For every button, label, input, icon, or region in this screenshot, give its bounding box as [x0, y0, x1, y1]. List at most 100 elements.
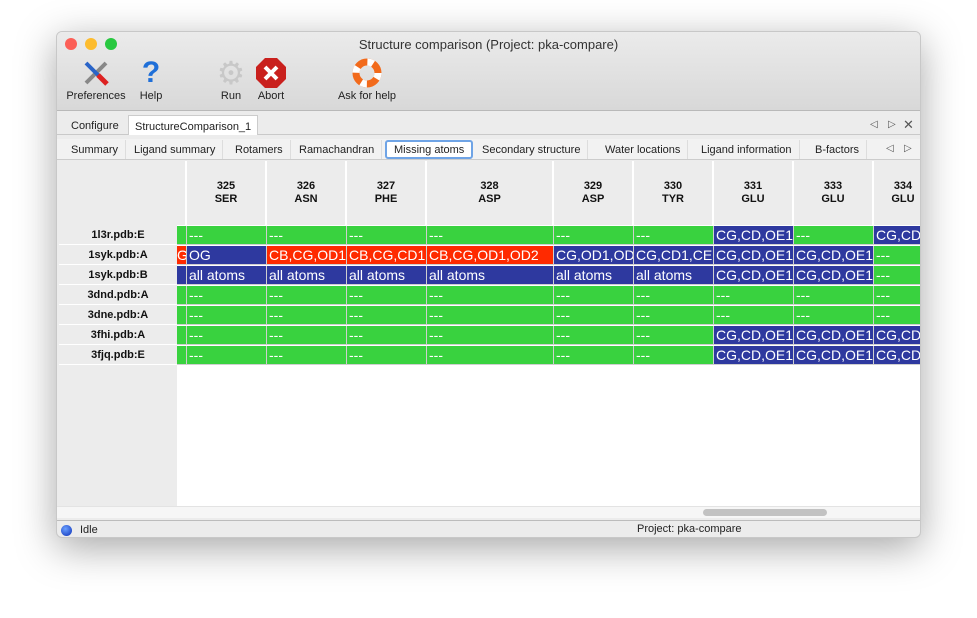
- table-cell[interactable]: ---: [427, 326, 554, 345]
- run-button[interactable]: ⚙ Run: [213, 55, 249, 102]
- table-cell[interactable]: ---: [427, 306, 554, 325]
- table-cell[interactable]: all atoms: [267, 266, 347, 285]
- ask-for-help-button[interactable]: Ask for help: [329, 56, 405, 102]
- column-header[interactable]: 333 GLU: [794, 161, 874, 225]
- table-cell[interactable]: ---: [267, 346, 347, 365]
- table-cell[interactable]: CB,CG,OD1,OD2: [427, 246, 554, 265]
- column-header[interactable]: 334 GLU: [874, 161, 920, 225]
- column-header[interactable]: 331 GLU: [714, 161, 794, 225]
- table-cell[interactable]: ---: [554, 226, 634, 245]
- tab-missing-atoms[interactable]: Missing atoms: [385, 140, 474, 159]
- tab-prev-icon[interactable]: ◁: [870, 119, 878, 130]
- column-header[interactable]: [177, 161, 187, 225]
- table-cell[interactable]: CG,CD: [874, 226, 920, 245]
- scrollbar-thumb[interactable]: [703, 509, 827, 516]
- tab-ligand-information[interactable]: Ligand information: [694, 140, 800, 159]
- table-cell[interactable]: ---: [187, 306, 267, 325]
- row-header[interactable]: 3dne.pdb:A: [59, 306, 177, 325]
- table-cell[interactable]: all atoms: [347, 266, 427, 285]
- table-cell[interactable]: ---: [714, 306, 794, 325]
- tab-b-factors[interactable]: B-factors: [808, 140, 868, 159]
- table-cell[interactable]: ---: [267, 226, 347, 245]
- table-cell[interactable]: [177, 306, 187, 325]
- table-cell[interactable]: all atoms: [187, 266, 267, 285]
- row-header[interactable]: 1syk.pdb:B: [59, 266, 177, 285]
- table-cell[interactable]: ---: [554, 306, 634, 325]
- table-cell[interactable]: ---: [714, 286, 794, 305]
- table-cell[interactable]: G: [177, 246, 187, 265]
- table-cell[interactable]: ---: [347, 306, 427, 325]
- row-header[interactable]: 1syk.pdb:A: [59, 246, 177, 265]
- row-header[interactable]: 3fhi.pdb:A: [59, 326, 177, 345]
- table-cell[interactable]: CG,CD,OE1: [794, 266, 874, 285]
- row-header[interactable]: 3dnd.pdb:A: [59, 286, 177, 305]
- table-cell[interactable]: CG,CD,OE1: [794, 246, 874, 265]
- table-cell[interactable]: ---: [874, 266, 920, 285]
- column-header[interactable]: 325 SER: [187, 161, 267, 225]
- table-cell[interactable]: ---: [347, 326, 427, 345]
- table-cell[interactable]: CG,CD,OE1: [794, 326, 874, 345]
- table-cell[interactable]: ---: [267, 286, 347, 305]
- table-cell[interactable]: ---: [874, 246, 920, 265]
- tab-structure-comparison-1[interactable]: StructureComparison_1: [128, 115, 259, 135]
- abort-button[interactable]: Abort: [251, 56, 291, 102]
- table-cell[interactable]: ---: [347, 346, 427, 365]
- table-cell[interactable]: ---: [187, 286, 267, 305]
- table-cell[interactable]: CG,CD,OE1: [794, 346, 874, 365]
- tab-ramachandran[interactable]: Ramachandran: [292, 140, 383, 159]
- table-cell[interactable]: ---: [187, 226, 267, 245]
- table-cell[interactable]: ---: [267, 306, 347, 325]
- tab-water-locations[interactable]: Water locations: [598, 140, 689, 159]
- row-header[interactable]: 1l3r.pdb:E: [59, 226, 177, 245]
- horizontal-scrollbar[interactable]: [57, 506, 920, 518]
- table-cell[interactable]: ---: [634, 346, 714, 365]
- subtab-prev-icon[interactable]: ◁: [886, 143, 894, 154]
- table-cell[interactable]: CG,CD,OE1: [714, 226, 794, 245]
- table-cell[interactable]: all atoms: [554, 266, 634, 285]
- table-cell[interactable]: all atoms: [427, 266, 554, 285]
- table-cell[interactable]: CG,CD,OE1: [714, 246, 794, 265]
- table-cell[interactable]: ---: [347, 226, 427, 245]
- help-button[interactable]: ? Help: [133, 56, 169, 102]
- table-cell[interactable]: ---: [634, 326, 714, 345]
- row-header[interactable]: 3fjq.pdb:E: [59, 346, 177, 365]
- minimize-window-button[interactable]: [85, 38, 97, 50]
- table-cell[interactable]: ---: [874, 306, 920, 325]
- tab-secondary-structure[interactable]: Secondary structure: [475, 140, 589, 159]
- zoom-window-button[interactable]: [105, 38, 117, 50]
- table-cell[interactable]: ---: [427, 226, 554, 245]
- column-header[interactable]: 330 TYR: [634, 161, 714, 225]
- table-cell[interactable]: ---: [347, 286, 427, 305]
- table-cell[interactable]: [177, 326, 187, 345]
- table-cell[interactable]: CG,CD1,CE: [634, 246, 714, 265]
- preferences-button[interactable]: Preferences: [63, 56, 129, 102]
- table-cell[interactable]: CG,OD1,OD: [554, 246, 634, 265]
- column-header[interactable]: 329 ASP: [554, 161, 634, 225]
- tab-configure[interactable]: Configure: [71, 120, 119, 132]
- table-cell[interactable]: ---: [874, 286, 920, 305]
- column-header[interactable]: 328 ASP: [427, 161, 554, 225]
- table-cell[interactable]: ---: [427, 286, 554, 305]
- table-cell[interactable]: ---: [634, 306, 714, 325]
- table-cell[interactable]: [177, 286, 187, 305]
- table-cell[interactable]: CG,CD: [874, 346, 920, 365]
- table-cell[interactable]: all atoms: [634, 266, 714, 285]
- table-cell[interactable]: ---: [187, 326, 267, 345]
- table-cell[interactable]: ---: [634, 226, 714, 245]
- table-cell[interactable]: ---: [187, 346, 267, 365]
- table-cell[interactable]: [177, 346, 187, 365]
- table-cell[interactable]: ---: [267, 326, 347, 345]
- table-cell[interactable]: CG,CD: [874, 326, 920, 345]
- table-cell[interactable]: ---: [794, 226, 874, 245]
- table-cell[interactable]: ---: [794, 306, 874, 325]
- table-cell[interactable]: ---: [554, 326, 634, 345]
- tab-next-icon[interactable]: ▷: [888, 119, 896, 130]
- tab-rotamers[interactable]: Rotamers: [228, 140, 291, 159]
- table-cell[interactable]: ---: [554, 346, 634, 365]
- column-header[interactable]: 327 PHE: [347, 161, 427, 225]
- table-cell[interactable]: CG,CD,OE1: [714, 326, 794, 345]
- table-cell[interactable]: CG,CD,OE1: [714, 266, 794, 285]
- table-cell[interactable]: [177, 226, 187, 245]
- table-cell[interactable]: CB,CG,OD1: [267, 246, 347, 265]
- table-cell[interactable]: ---: [427, 346, 554, 365]
